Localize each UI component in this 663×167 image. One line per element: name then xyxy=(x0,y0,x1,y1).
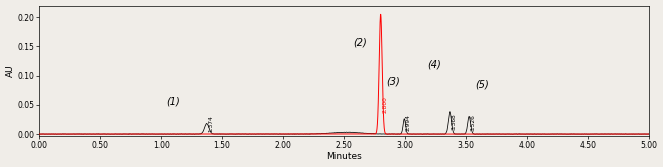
Text: 1.374: 1.374 xyxy=(208,115,213,132)
X-axis label: Minutes: Minutes xyxy=(326,152,362,161)
Text: (3): (3) xyxy=(386,76,400,86)
Text: (2): (2) xyxy=(353,38,367,48)
Text: 3.368: 3.368 xyxy=(452,113,456,130)
Text: (1): (1) xyxy=(166,96,180,106)
Text: (5): (5) xyxy=(475,80,489,90)
Text: 2.800: 2.800 xyxy=(382,96,387,113)
Text: 3.526: 3.526 xyxy=(471,114,475,131)
Y-axis label: AU: AU xyxy=(5,64,15,77)
Text: (4): (4) xyxy=(428,60,441,70)
Text: 2.994: 2.994 xyxy=(406,114,411,131)
